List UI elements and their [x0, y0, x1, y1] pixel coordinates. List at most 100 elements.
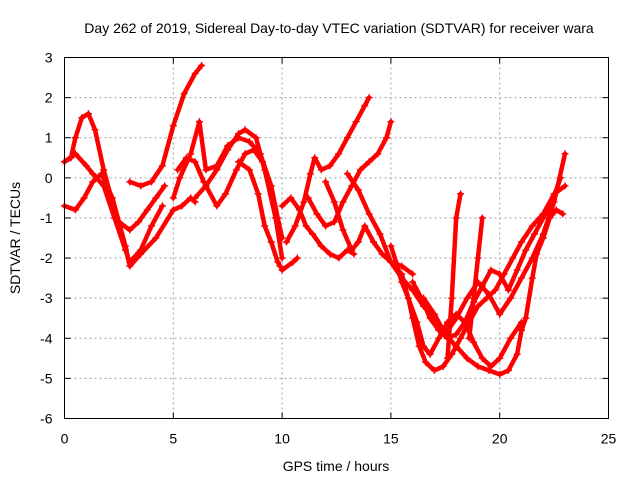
data-point [115, 218, 123, 226]
data-point [89, 178, 97, 186]
y-tick-label: -5 [40, 370, 53, 386]
data-point [491, 286, 499, 294]
data-series-layer [61, 62, 569, 378]
data-point [539, 214, 547, 222]
data-point [550, 198, 558, 206]
data-point [420, 342, 428, 350]
data-point [365, 94, 373, 102]
data-point [531, 230, 539, 238]
data-series [278, 254, 301, 274]
y-tick-label: -4 [40, 330, 53, 346]
data-point [561, 182, 569, 190]
data-point [457, 334, 465, 342]
data-point [330, 198, 338, 206]
data-point [452, 330, 460, 338]
data-point [261, 166, 269, 174]
data-point [559, 210, 567, 218]
data-series [304, 118, 395, 230]
data-point [180, 90, 188, 98]
data-point [474, 254, 482, 262]
data-point [413, 318, 421, 326]
data-point [546, 214, 554, 222]
data-point [317, 242, 325, 250]
x-tick-label: 20 [492, 431, 508, 447]
data-point [191, 158, 199, 166]
data-point [404, 294, 412, 302]
data-point [496, 270, 504, 278]
data-point [322, 222, 330, 230]
data-point [108, 198, 116, 206]
data-point [311, 154, 319, 162]
data-point [245, 166, 253, 174]
data-point [478, 354, 486, 362]
data-point [80, 194, 88, 202]
data-point [354, 238, 362, 246]
data-point [222, 190, 230, 198]
y-tick-label: 1 [45, 130, 53, 146]
data-point [496, 354, 504, 362]
series-track [421, 151, 568, 337]
data-point [304, 194, 312, 202]
y-tick-label: 3 [45, 50, 53, 66]
data-series [517, 206, 567, 334]
data-point [335, 150, 343, 158]
data-point [517, 238, 525, 246]
data-point [339, 226, 347, 234]
data-point [178, 202, 186, 210]
data-point [383, 134, 391, 142]
data-point [161, 182, 169, 190]
data-point [517, 274, 525, 282]
data-point [487, 266, 495, 274]
data-point [232, 166, 240, 174]
data-point [252, 134, 260, 142]
data-point [272, 214, 280, 222]
data-point [169, 194, 177, 202]
data-point [254, 190, 262, 198]
chart-title: Day 262 of 2019, Sidereal Day-to-day VTE… [84, 20, 594, 36]
data-point [267, 238, 275, 246]
data-point [517, 326, 525, 334]
data-point [134, 218, 142, 226]
data-point [261, 222, 269, 230]
data-point [278, 266, 286, 274]
data-point [387, 242, 395, 250]
data-point [309, 230, 317, 238]
x-tick-label: 5 [169, 431, 177, 447]
data-point [287, 194, 295, 202]
data-point [504, 366, 512, 374]
data-point [348, 246, 356, 254]
data-point [67, 154, 75, 162]
data-point [330, 218, 338, 226]
data-point [485, 366, 493, 374]
data-point [461, 318, 469, 326]
data-point [84, 110, 92, 118]
series-track [279, 195, 357, 261]
data-point [361, 222, 369, 230]
y-tick-label: 0 [45, 170, 53, 186]
y-tick-label: -1 [40, 210, 53, 226]
data-point [369, 238, 377, 246]
x-tick-label: 25 [601, 431, 617, 447]
data-point [241, 150, 249, 158]
data-point [126, 178, 134, 186]
data-point [152, 194, 160, 202]
data-point [474, 362, 482, 370]
x-tick-label: 15 [383, 431, 399, 447]
data-point [365, 210, 373, 218]
data-point [439, 362, 447, 370]
data-point [507, 294, 515, 302]
data-point [313, 210, 321, 218]
data-point [420, 294, 428, 302]
data-point [176, 174, 184, 182]
data-point [398, 270, 406, 278]
data-point [528, 274, 536, 282]
data-point [533, 250, 541, 258]
data-series [174, 146, 284, 238]
data-point [187, 150, 195, 158]
data-point [100, 166, 108, 174]
data-point [393, 262, 401, 270]
data-series [282, 94, 373, 246]
data-point [278, 202, 286, 210]
